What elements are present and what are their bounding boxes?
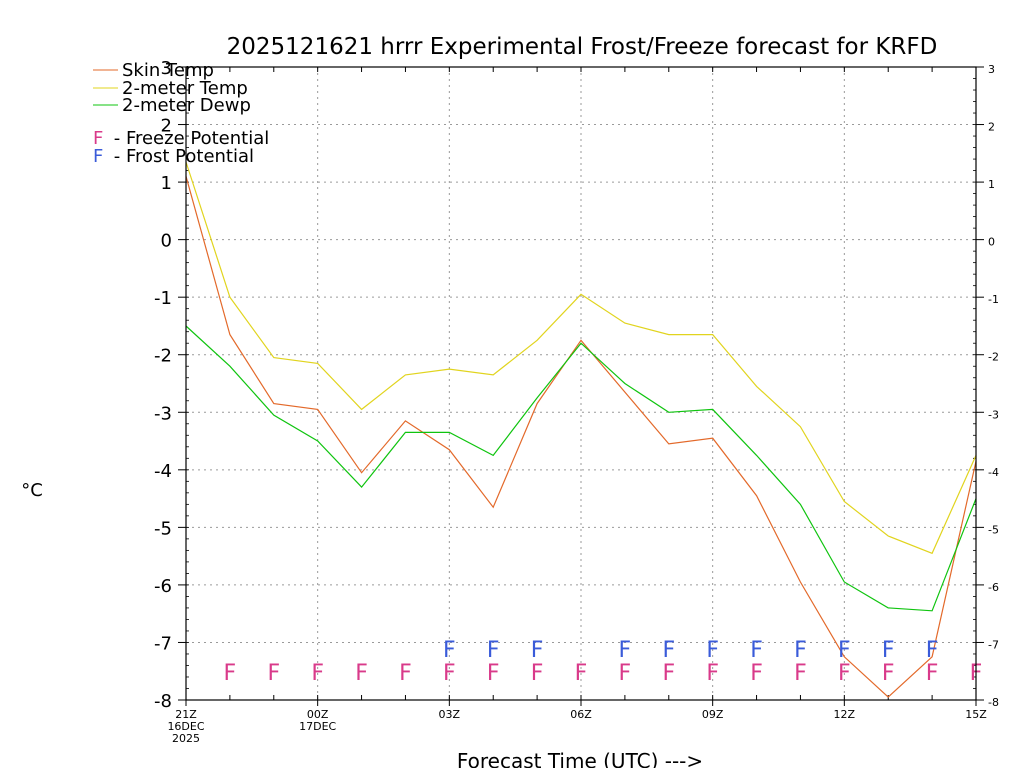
x-tick-label: 17DEC: [299, 720, 336, 733]
x-tick-label: 09Z: [702, 708, 724, 721]
legend-2m-dewp: 2-meter Dewp: [122, 95, 251, 116]
frost-flag: F: [619, 638, 632, 663]
freeze-flag: F: [311, 661, 324, 686]
frost-flag: F: [443, 638, 456, 663]
frost-flag: F: [926, 638, 939, 663]
x-tick-label: 15Z: [965, 708, 987, 721]
x-tick-label: 06Z: [570, 708, 592, 721]
y-tick-label-left: -4: [154, 461, 172, 482]
legend-2m-temp: 2-meter Temp: [122, 78, 248, 99]
freeze-flag: F: [619, 661, 632, 686]
freeze-flag: F: [926, 661, 939, 686]
y-tick-label-left: -8: [154, 691, 172, 712]
y-tick-label-right: 3: [988, 63, 995, 76]
y-tick-label-right: -1: [988, 293, 999, 306]
y-tick-label-right: -5: [988, 523, 999, 536]
y-tick-label-left: 2: [161, 116, 172, 137]
y-tick-label-right: -2: [988, 351, 999, 364]
frost-flag: F: [882, 638, 895, 663]
x-tick-label: 21Z: [175, 708, 197, 721]
frost-flag: F: [706, 638, 719, 663]
legend-skin-temp: Skin Temp: [122, 60, 214, 81]
frost-flag: F: [750, 638, 763, 663]
y-tick-label-right: -3: [988, 408, 999, 421]
x-tick-label: 2025: [172, 732, 200, 745]
freeze-flag: F: [706, 661, 719, 686]
y-tick-label-left: 0: [161, 231, 172, 252]
frost-flag: F: [662, 638, 675, 663]
y-tick-label-left: 1: [161, 173, 172, 194]
freeze-flag: F: [794, 661, 807, 686]
y-axis-left: -8 -7 -6 -5 -4 -3 -2 -1 0 1 2 3: [154, 58, 189, 712]
freeze-flag: F: [882, 661, 895, 686]
freeze-flag: F: [750, 661, 763, 686]
series-lines: [185, 161, 977, 698]
y-tick-label-left: -7: [154, 633, 172, 654]
legend-frost-potential: - Frost Potential: [108, 146, 254, 167]
y-tick-label-right: -4: [988, 466, 999, 479]
x-tick-label: 03Z: [439, 708, 461, 721]
legend-freeze-potential: - Freeze Potential: [108, 128, 269, 149]
potential-flags: F F F F F F F F F F F F F F F F F FF F F F F F F F F F F: [224, 638, 983, 686]
y-axis-label: °C: [21, 480, 43, 501]
y-tick-label-right: -8: [988, 696, 999, 709]
legend-frost-letter: F: [93, 146, 103, 167]
y-tick-label-right: -7: [988, 638, 999, 651]
series-line-2-meter-temp: [185, 161, 977, 555]
y-axis-right: -8 -7 -6 -5 -4 -3 -2 -1 0 1 2 3: [973, 63, 999, 709]
freeze-flag: F: [399, 661, 412, 686]
frost-flag: F: [487, 638, 500, 663]
y-tick-label-right: 2: [988, 121, 995, 134]
y-tick-label-left: -2: [154, 346, 172, 367]
y-tick-label-left: -3: [154, 403, 172, 424]
series-line-2-meter-dewp: [185, 325, 977, 612]
frost-flag: F: [531, 638, 544, 663]
freeze-flag: F: [267, 661, 280, 686]
y-tick-label-right: 0: [988, 236, 995, 249]
freeze-flag: F: [443, 661, 456, 686]
series-line-skin-temp: [185, 176, 977, 698]
chart-title: 2025121621 hrrr Experimental Frost/Freez…: [227, 34, 938, 60]
freeze-flag: F: [838, 661, 851, 686]
y-tick-label-right: 1: [988, 178, 995, 191]
x-tick-label: 12Z: [834, 708, 856, 721]
frost-flag: F: [794, 638, 807, 663]
legend-freeze-letter: F: [93, 128, 103, 149]
grid-lines: [186, 67, 976, 700]
frost-flag: F: [838, 638, 851, 663]
plot-frame: [185, 66, 977, 701]
x-axis-label: Forecast Time (UTC) --->: [457, 749, 703, 768]
y-tick-label-right: -6: [988, 581, 999, 594]
freeze-flag: F: [531, 661, 544, 686]
freeze-flag: F: [575, 661, 588, 686]
freeze-flag: F: [487, 661, 500, 686]
freeze-flag: F: [662, 661, 675, 686]
y-tick-label-left: -6: [154, 576, 172, 597]
x-tick-label: 16DEC: [167, 720, 204, 733]
y-tick-label-left: -5: [154, 518, 172, 539]
freeze-flag: F: [355, 661, 368, 686]
y-tick-label-left: 3: [161, 58, 172, 79]
freeze-flag: F: [224, 661, 237, 686]
y-tick-label-left: -1: [154, 288, 172, 309]
legend: Skin Temp 2-meter Temp 2-meter Dewp F - …: [93, 60, 269, 167]
x-tick-label: 00Z: [307, 708, 329, 721]
